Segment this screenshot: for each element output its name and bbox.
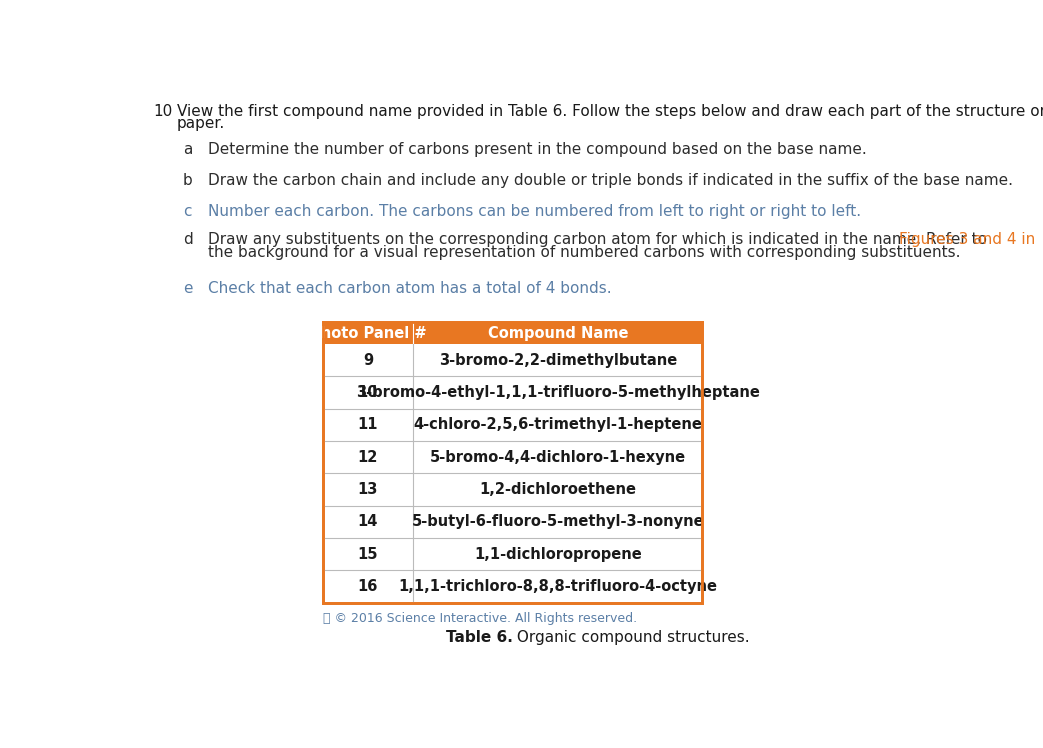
Text: Photo Panel #: Photo Panel #: [310, 325, 427, 340]
Text: 11: 11: [358, 417, 379, 432]
Text: 15: 15: [358, 547, 379, 562]
Text: Compound Name: Compound Name: [487, 325, 628, 340]
Text: d: d: [184, 232, 193, 247]
Text: 10: 10: [358, 385, 379, 400]
Text: 10: 10: [153, 104, 173, 119]
Bar: [322, 322, 702, 344]
Text: b: b: [184, 173, 193, 188]
Text: 9: 9: [363, 352, 373, 367]
Text: Determine the number of carbons present in the compound based on the base name.: Determine the number of carbons present …: [208, 142, 867, 157]
Text: 3-bromo-2,2-dimethylbutane: 3-bromo-2,2-dimethylbutane: [439, 352, 677, 367]
Text: Table 6.: Table 6.: [445, 631, 512, 646]
Text: 4-chloro-2,5,6-trimethyl-1-heptene: 4-chloro-2,5,6-trimethyl-1-heptene: [413, 417, 702, 432]
Text: 📷 © 2016 Science Interactive. All Rights reserved.: 📷 © 2016 Science Interactive. All Rights…: [322, 612, 636, 625]
Text: a: a: [184, 142, 193, 157]
Text: Organic compound structures.: Organic compound structures.: [512, 631, 750, 646]
Text: 1,1,1-trichloro-8,8,8-trifluoro-4-octyne: 1,1,1-trichloro-8,8,8-trifluoro-4-octyne: [398, 579, 718, 594]
Text: 12: 12: [358, 450, 379, 465]
Text: 1,1-dichloropropene: 1,1-dichloropropene: [474, 547, 641, 562]
Text: 3-bromo-4-ethyl-1,1,1-trifluoro-5-methylheptane: 3-bromo-4-ethyl-1,1,1-trifluoro-5-methyl…: [356, 385, 759, 400]
Text: the background for a visual representation of numbered carbons with correspondin: the background for a visual representati…: [208, 245, 961, 260]
Text: 5-butyl-6-fluoro-5-methyl-3-nonyne: 5-butyl-6-fluoro-5-methyl-3-nonyne: [412, 514, 704, 530]
Text: Number each carbon. The carbons can be numbered from left to right or right to l: Number each carbon. The carbons can be n…: [208, 203, 862, 218]
Text: Figures 3 and 4 in: Figures 3 and 4 in: [899, 232, 1036, 247]
Text: paper.: paper.: [177, 116, 225, 131]
Text: e: e: [184, 280, 193, 295]
Text: 5-bromo-4,4-dichloro-1-hexyne: 5-bromo-4,4-dichloro-1-hexyne: [430, 450, 686, 465]
Text: Draw any substituents on the corresponding carbon atom for which is indicated in: Draw any substituents on the correspondi…: [208, 232, 992, 247]
Text: 1,2-dichloroethene: 1,2-dichloroethene: [480, 482, 636, 497]
Bar: [322, 322, 702, 603]
Text: 16: 16: [358, 579, 379, 594]
Text: Draw the carbon chain and include any double or triple bonds if indicated in the: Draw the carbon chain and include any do…: [208, 173, 1013, 188]
Text: c: c: [184, 203, 192, 218]
Text: 13: 13: [358, 482, 379, 497]
Text: 14: 14: [358, 514, 379, 530]
Text: Check that each carbon atom has a total of 4 bonds.: Check that each carbon atom has a total …: [208, 280, 611, 295]
Text: View the first compound name provided in Table 6. Follow the steps below and dra: View the first compound name provided in…: [177, 104, 1043, 119]
